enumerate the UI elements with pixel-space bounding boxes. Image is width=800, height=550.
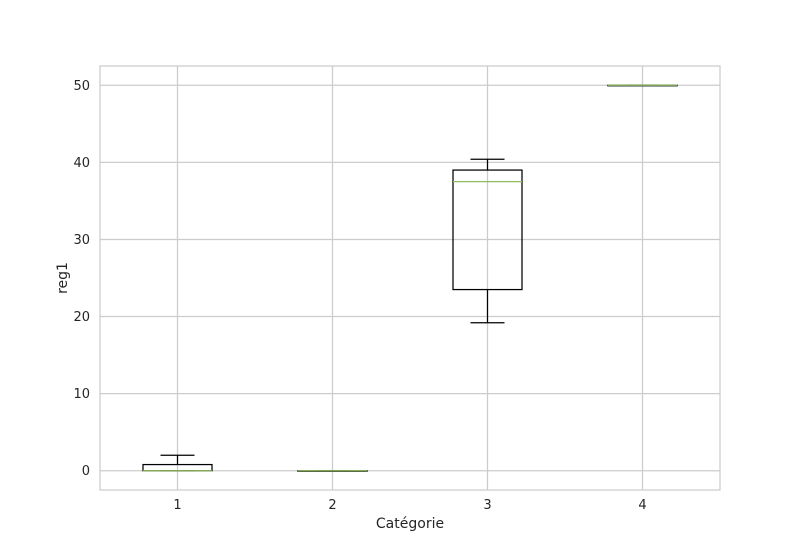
box-category-2 <box>297 470 368 472</box>
x-tick-label: 2 <box>328 498 336 513</box>
box-category-1 <box>142 454 213 472</box>
box-category-4 <box>607 84 678 87</box>
plot-frame <box>99 65 721 491</box>
x-axis-label: Catégorie <box>376 516 444 532</box>
y-tick-label: 10 <box>73 387 90 402</box>
x-tick-labels: 1 2 3 4 <box>173 498 646 513</box>
y-tick-label: 40 <box>73 156 90 171</box>
x-tick-label: 3 <box>483 498 491 513</box>
box-iqr <box>452 169 523 291</box>
boxes <box>142 84 678 472</box>
x-tick-label: 1 <box>173 498 181 513</box>
plot-background <box>100 66 720 490</box>
x-tick-label: 4 <box>638 498 646 513</box>
y-axis-label: reg1 <box>55 262 71 294</box>
y-tick-label: 50 <box>73 79 90 94</box>
y-tick-label: 0 <box>82 464 90 479</box>
grid-lines <box>100 66 720 490</box>
y-tick-label: 30 <box>73 233 90 248</box>
y-tick-label: 20 <box>73 310 90 325</box>
y-tick-labels: 0 10 20 30 40 50 <box>73 79 90 479</box>
box-category-3 <box>452 158 523 324</box>
